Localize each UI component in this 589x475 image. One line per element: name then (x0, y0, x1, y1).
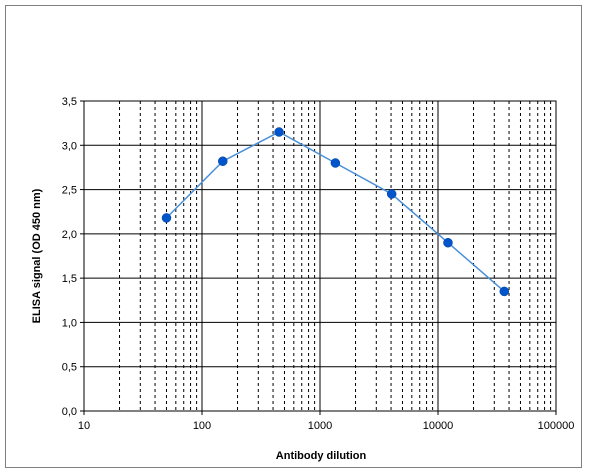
x-tick-labels: 10 100 1000 10000 100000 (78, 420, 574, 432)
plot-border (83, 100, 557, 412)
data-point (386, 189, 397, 199)
data-point (218, 156, 228, 166)
data-point (330, 158, 341, 168)
x-tick-label: 10000 (423, 420, 454, 432)
y-tick-label: 3,0 (62, 140, 77, 152)
data-series (161, 127, 510, 297)
data-point (161, 213, 172, 223)
x-axis-title: Antibody dilution (276, 450, 367, 462)
y-tick-label: 0,0 (62, 406, 77, 418)
data-point (499, 286, 510, 297)
y-tick-label: 2,5 (62, 185, 77, 197)
y-tick-labels: 0,0 0,5 1,0 1,5 2,0 2,5 3,0 3,5 (62, 96, 77, 418)
x-tick-label: 1000 (308, 420, 332, 432)
y-tick-label: 1,0 (62, 317, 77, 329)
y-axis-title: ELISA signal (OD 450 nm) (31, 188, 43, 323)
y-tick-label: 3,5 (62, 96, 77, 108)
y-tick-label: 2,0 (62, 229, 77, 241)
x-tick-label: 10 (78, 420, 90, 432)
y-tick-label: 1,5 (62, 273, 77, 285)
data-point (274, 127, 284, 137)
x-tick-label: 100000 (538, 420, 575, 432)
axes (80, 100, 557, 415)
x-tick-label: 100 (193, 420, 211, 432)
data-point (443, 237, 453, 248)
minor-gridlines (119, 101, 552, 411)
y-tick-label: 0,5 (62, 362, 77, 374)
